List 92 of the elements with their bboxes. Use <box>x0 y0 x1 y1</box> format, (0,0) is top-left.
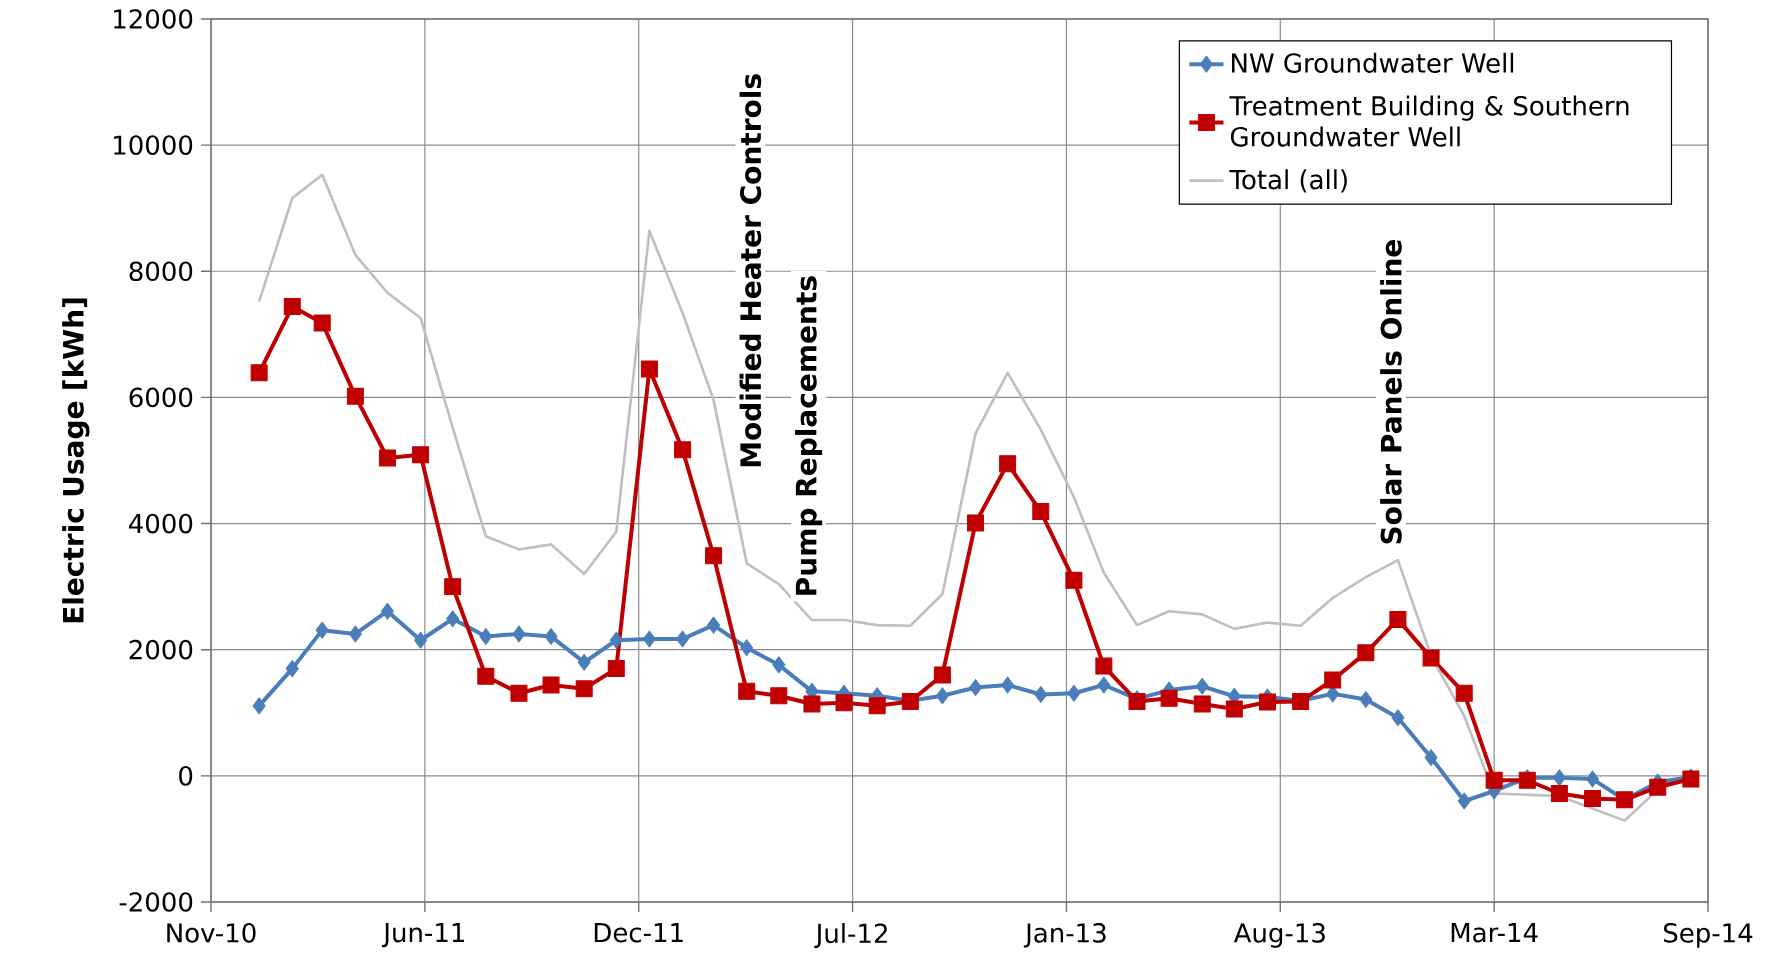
point <box>1649 778 1667 796</box>
point <box>1391 709 1405 727</box>
point <box>640 360 658 378</box>
point <box>1065 571 1083 589</box>
point <box>609 631 623 649</box>
point <box>1032 503 1050 521</box>
y-tick-label: 6000 <box>129 387 193 408</box>
point <box>252 697 266 715</box>
annotation: Pump Replacements <box>795 276 823 595</box>
point <box>1001 676 1015 694</box>
x-tick-label: Dec-11 <box>594 923 683 943</box>
x-tick-label: Sep-14 <box>1664 923 1753 948</box>
point <box>1034 685 1048 703</box>
y-tick-label: 10000 <box>114 135 193 155</box>
point <box>1586 770 1600 788</box>
point <box>1359 691 1373 709</box>
x-tick-label: Jan-13 <box>1023 923 1106 948</box>
point <box>1552 769 1566 787</box>
point <box>1193 695 1211 713</box>
point <box>250 364 268 382</box>
point <box>607 660 625 678</box>
y-tick-label: -2000 <box>119 892 193 912</box>
point <box>868 697 886 715</box>
point <box>935 687 949 705</box>
point <box>1097 676 1111 694</box>
point <box>1258 693 1276 711</box>
point <box>283 298 301 316</box>
point <box>1457 792 1471 810</box>
point <box>1485 771 1503 789</box>
point <box>676 630 690 648</box>
point <box>348 625 362 643</box>
point <box>414 631 428 649</box>
point <box>315 621 329 639</box>
point <box>577 653 591 671</box>
x-tick-label: Jul-12 <box>814 923 887 949</box>
point <box>1225 700 1243 718</box>
annotation: Modified Heater Controls <box>739 74 762 467</box>
point <box>510 684 528 702</box>
point <box>285 660 299 678</box>
point <box>346 387 364 405</box>
point <box>512 625 526 643</box>
point <box>380 602 394 620</box>
x-tick-label: Aug-13 <box>1233 923 1325 948</box>
point <box>1195 677 1209 695</box>
point <box>933 666 951 684</box>
point <box>1584 790 1602 808</box>
point <box>378 449 396 467</box>
point <box>642 630 656 648</box>
annotation: Solar Panels Online <box>1380 239 1402 544</box>
legend-label: Total (all) <box>1229 169 1347 193</box>
point <box>1550 785 1568 802</box>
point <box>1160 689 1178 707</box>
point <box>1422 649 1440 667</box>
point <box>770 687 788 705</box>
point <box>969 679 983 697</box>
point <box>1455 684 1473 702</box>
y-tick-label: 12000 <box>114 9 193 29</box>
point <box>446 610 460 628</box>
x-tick-label: Nov-10 <box>167 923 256 943</box>
point <box>772 656 786 674</box>
point <box>544 627 558 645</box>
point <box>1389 610 1407 628</box>
point <box>674 441 692 459</box>
point <box>1357 644 1375 662</box>
x-tick-label: Jun-11 <box>381 923 465 948</box>
point <box>444 578 462 596</box>
point <box>803 695 821 713</box>
point <box>999 455 1017 473</box>
point <box>1067 684 1081 702</box>
y-tick-label: 4000 <box>129 513 193 534</box>
point <box>479 627 493 645</box>
legend-label: Treatment Building & Southern Groundwater Well <box>1229 95 1629 147</box>
point <box>705 547 723 565</box>
y-tick-label: 2000 <box>129 639 193 660</box>
point <box>412 446 430 464</box>
point <box>313 314 331 332</box>
y-tick-label: 0 <box>179 766 193 786</box>
y-axis-title: Electric Usage [kWh] <box>62 298 90 623</box>
point <box>967 514 985 532</box>
point <box>542 676 560 694</box>
point <box>738 682 756 700</box>
point <box>740 639 754 657</box>
point <box>1095 657 1113 675</box>
point <box>575 680 593 698</box>
point <box>835 694 853 712</box>
point <box>1424 749 1438 767</box>
legend-label: NW Groundwater Well <box>1232 52 1514 73</box>
y-tick-label: 8000 <box>129 261 193 282</box>
point <box>707 616 721 634</box>
point <box>1324 671 1342 689</box>
point <box>477 667 495 685</box>
x-tick-label: Mar-14 <box>1451 923 1538 943</box>
